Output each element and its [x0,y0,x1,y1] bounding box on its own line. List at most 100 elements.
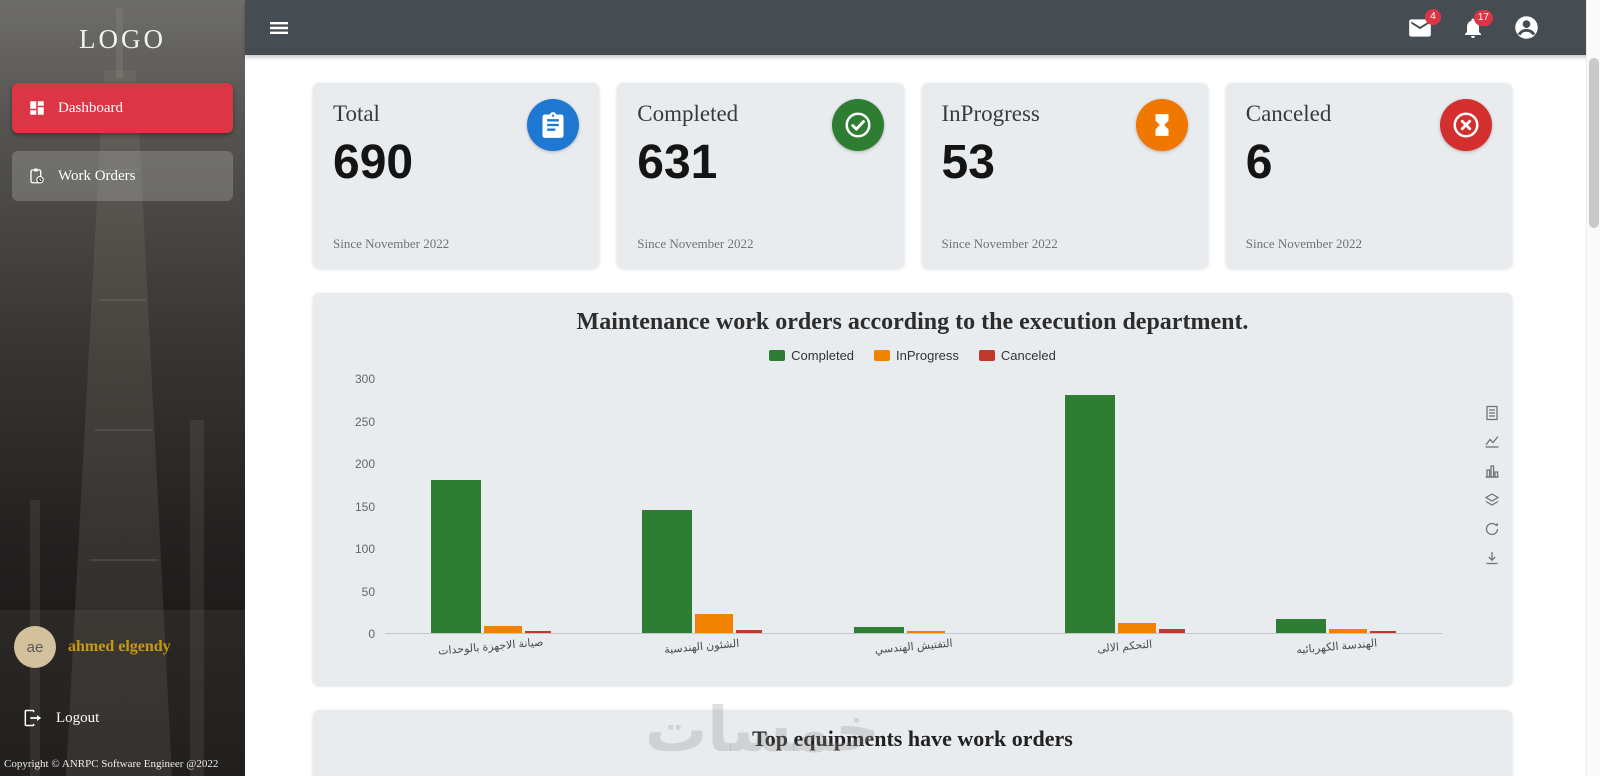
legend-label: InProgress [896,348,959,363]
user-profile: ae ahmed elgendy [14,626,171,668]
x-category-label: التفتيش الهندسي [874,637,953,657]
legend-item-completed[interactable]: Completed [769,348,854,363]
x-category-label: صيانة الاجهزة بالوحدات [437,636,544,658]
y-tick: 150 [354,499,375,514]
bar-canceled [1370,631,1397,633]
sidebar-item-label: Work Orders [58,167,136,184]
y-tick: 200 [354,457,375,471]
stat-card-canceled: Canceled 6 Since November 2022 [1225,83,1512,268]
logout-icon [24,709,42,727]
stack-icon[interactable] [1484,492,1500,508]
stat-value: 53 [941,136,995,189]
x-category-label: الهندسة الكهربائيه [1295,637,1378,657]
sidebar-item-dashboard[interactable]: Dashboard [12,83,233,133]
line-chart-icon[interactable] [1484,434,1500,450]
restore-icon[interactable] [1484,521,1500,537]
bar-group [596,379,807,633]
bar-inprogress [483,626,522,633]
chart-title: Maintenance work orders according to the… [576,309,1249,335]
y-tick: 100 [354,542,375,556]
bar-completed [853,627,904,633]
x-labels: صيانة الاجهزة بالوحدات الشئون الهندسية الت… [385,636,1488,657]
copyright-text: Copyright © ANRPC Software Engineer @202… [4,758,219,770]
logout-button[interactable]: Logout [22,708,99,728]
stat-subtitle: Since November 2022 [333,236,450,251]
stat-card-inprogress: InProgress 53 Since November 2022 [921,83,1208,268]
y-tick: 50 [361,584,375,599]
bar-inprogress [1329,628,1368,633]
bar-canceled [524,631,551,633]
check-circle-icon [831,99,884,151]
notifications-badge: 17 [1473,9,1493,26]
bar-completed [642,509,693,633]
scrollbar[interactable] [1586,0,1600,776]
sidebar-menu: Dashboard Work Orders [0,83,245,201]
logout-label: Logout [56,709,100,726]
bar-group [385,379,596,633]
bar-canceled [1158,628,1185,633]
legend-swatch [978,350,995,361]
scrollbar-thumb[interactable] [1589,58,1599,228]
topbar: 4 17 [245,0,1600,55]
chart-body: 0 50 100 150 200 250 300 [337,372,1488,641]
clipboard-icon [527,99,580,151]
stat-value: 690 [333,136,414,189]
y-tick: 250 [354,414,375,429]
legend-item-canceled[interactable]: Canceled [978,348,1056,363]
top-equipments-title: Top equipments have work orders [752,726,1073,751]
stat-subtitle: Since November 2022 [637,236,754,251]
account-icon [1515,16,1538,39]
dashboard-content: Total 690 Since November 2022 Completed … [245,55,1600,776]
hourglass-icon [1135,99,1188,151]
data-view-icon[interactable] [1484,405,1500,421]
stats-row: Total 690 Since November 2022 Completed … [313,83,1512,268]
mail-icon [1409,18,1431,37]
download-icon[interactable] [1484,550,1500,566]
stat-card-total: Total 690 Since November 2022 [313,83,600,268]
stat-value: 6 [1245,136,1273,189]
top-equipments-card: Top equipments have work orders [313,710,1512,776]
legend-label: Canceled [1000,348,1056,363]
bar-inprogress [906,631,945,633]
y-tick: 300 [354,372,375,386]
menu-toggle-button[interactable] [267,16,291,40]
app-logo: LOGO [79,24,166,54]
notifications-button[interactable]: 17 [1461,9,1493,40]
main-area: 4 17 Total [245,0,1600,776]
bar-completed [1276,618,1327,633]
stat-card-completed: Completed 631 Since November 2022 [617,83,904,268]
stat-title: Canceled [1245,101,1332,126]
cancel-icon [1440,99,1492,151]
stat-value: 631 [637,136,718,189]
y-axis: 0 50 100 150 200 250 300 [337,372,385,641]
bar-inprogress [695,614,734,633]
x-category-label: الشئون الهندسية [664,637,741,657]
work-orders-icon [30,168,44,184]
stat-subtitle: Since November 2022 [941,236,1058,251]
x-category-label: التحكم الالى [1096,638,1153,656]
legend-swatch [769,350,786,361]
stat-title: Total [333,101,380,126]
bar-group [1231,379,1442,633]
topbar-actions: 4 17 [1407,8,1540,41]
sidebar-item-label: Dashboard [58,99,123,116]
messages-button[interactable]: 4 [1407,8,1441,41]
sidebar: LOGO Dashboard Work Orders ae ahmed elge… [0,0,245,776]
stat-subtitle: Since November 2022 [1245,236,1363,251]
account-button[interactable] [1513,14,1540,41]
plot-area [385,379,1442,634]
bar-completed [430,480,481,633]
bar-chart-icon[interactable] [1484,463,1500,479]
chart-toolbox [1484,405,1500,566]
bar-completed [1064,395,1115,633]
hamburger-icon [270,21,288,34]
legend-item-inprogress[interactable]: InProgress [874,348,959,363]
stat-title: Completed [637,101,739,126]
department-chart-card: Maintenance work orders according to the… [313,293,1512,685]
legend-label: Completed [791,348,855,363]
user-name: ahmed elgendy [68,638,171,655]
sidebar-item-work-orders[interactable]: Work Orders [12,151,233,201]
bar-group [808,379,1019,633]
bar-canceled [736,630,763,633]
